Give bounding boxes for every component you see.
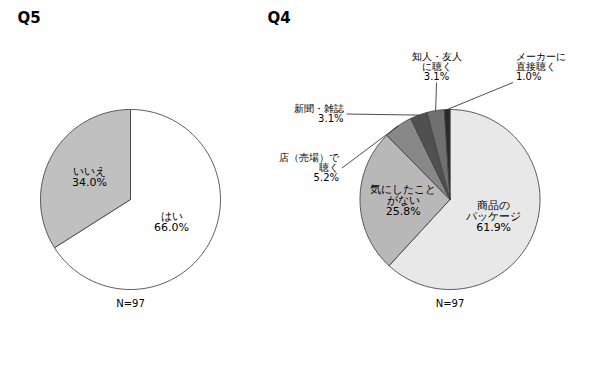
svg-text:N=97: N=97: [116, 298, 145, 309]
svg-text:店（売場）で聴く5.2%: 店（売場）で聴く5.2%: [279, 152, 340, 183]
svg-text:Q5: Q5: [18, 9, 41, 27]
svg-text:知人・友人に聴く3.1%: 知人・友人に聴く3.1%: [412, 51, 462, 82]
svg-text:いいえ34.0%: いいえ34.0%: [72, 165, 107, 189]
svg-text:はい66.0%: はい66.0%: [154, 210, 189, 234]
svg-text:気にしたことがない25.8%: 気にしたことがない25.8%: [370, 183, 436, 218]
svg-text:N=97: N=97: [436, 298, 465, 309]
svg-text:商品のパッケージ61.9%: 商品のパッケージ61.9%: [465, 199, 521, 234]
svg-text:Q4: Q4: [268, 9, 291, 27]
svg-text:新聞・雑誌3.1%: 新聞・雑誌3.1%: [294, 103, 344, 124]
svg-text:メーカーに直接聴く1.0%: メーカーに直接聴く1.0%: [516, 51, 566, 82]
